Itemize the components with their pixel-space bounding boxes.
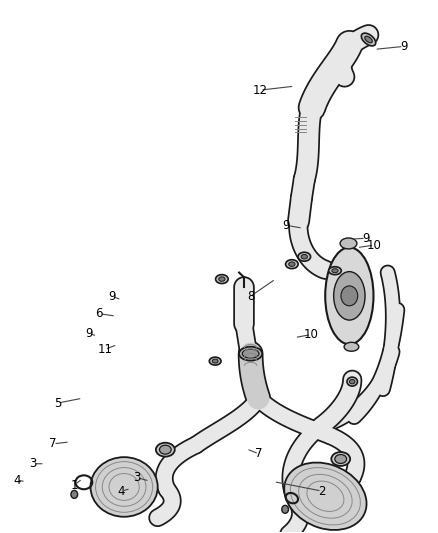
Circle shape <box>71 490 78 498</box>
Ellipse shape <box>301 254 307 259</box>
Text: 7: 7 <box>49 438 57 450</box>
Text: 12: 12 <box>253 84 268 96</box>
Text: 7: 7 <box>255 447 263 461</box>
Ellipse shape <box>335 455 346 464</box>
Ellipse shape <box>350 379 355 384</box>
Circle shape <box>341 286 358 306</box>
Text: 4: 4 <box>13 474 21 487</box>
Text: 10: 10 <box>367 239 382 252</box>
Ellipse shape <box>347 377 357 386</box>
Text: 11: 11 <box>97 343 112 356</box>
Text: 1: 1 <box>71 479 78 491</box>
Text: 3: 3 <box>134 471 141 484</box>
Ellipse shape <box>332 269 338 273</box>
Ellipse shape <box>298 252 311 261</box>
Ellipse shape <box>159 445 171 454</box>
Ellipse shape <box>212 359 218 363</box>
Ellipse shape <box>219 277 225 281</box>
Text: 9: 9 <box>362 232 370 245</box>
Text: 4: 4 <box>118 484 125 498</box>
Ellipse shape <box>365 36 372 43</box>
Ellipse shape <box>340 238 357 249</box>
Text: 5: 5 <box>54 397 61 410</box>
Ellipse shape <box>344 342 359 351</box>
Ellipse shape <box>215 274 228 284</box>
Ellipse shape <box>91 457 158 517</box>
Ellipse shape <box>242 349 259 358</box>
Text: 9: 9 <box>85 327 92 340</box>
Ellipse shape <box>331 452 350 466</box>
Text: 10: 10 <box>304 328 319 341</box>
Ellipse shape <box>286 260 298 269</box>
Ellipse shape <box>239 346 262 361</box>
Ellipse shape <box>284 463 367 530</box>
Text: 6: 6 <box>95 307 103 320</box>
Text: 2: 2 <box>318 484 325 498</box>
Text: 9: 9 <box>400 40 407 53</box>
Ellipse shape <box>209 357 221 365</box>
Text: 3: 3 <box>29 457 37 470</box>
Text: 9: 9 <box>283 219 290 232</box>
Ellipse shape <box>334 272 365 320</box>
Ellipse shape <box>325 247 374 344</box>
Text: 8: 8 <box>247 290 254 303</box>
Ellipse shape <box>328 266 341 274</box>
Circle shape <box>282 505 289 513</box>
Text: 9: 9 <box>108 290 116 303</box>
Ellipse shape <box>361 33 376 46</box>
Ellipse shape <box>156 443 175 457</box>
Ellipse shape <box>289 262 295 266</box>
